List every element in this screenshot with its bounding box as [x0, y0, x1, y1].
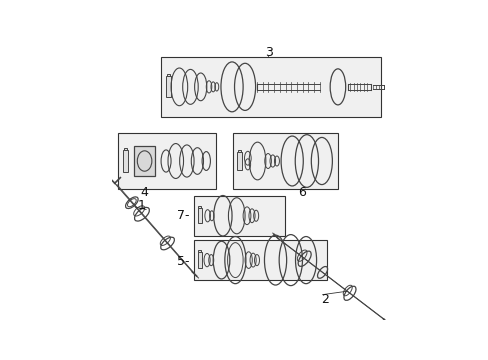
- Bar: [237, 152, 241, 170]
- Bar: [198, 208, 202, 223]
- Bar: [165, 76, 170, 97]
- Bar: [198, 252, 202, 269]
- Text: 3: 3: [264, 46, 272, 59]
- Bar: [238, 150, 241, 152]
- Text: 7-: 7-: [176, 209, 189, 222]
- Bar: [160, 57, 380, 117]
- Text: 1: 1: [137, 199, 145, 212]
- Bar: [134, 147, 155, 176]
- Bar: [123, 148, 127, 150]
- Bar: [122, 150, 127, 172]
- Text: 5-: 5-: [176, 255, 189, 268]
- Text: 2: 2: [321, 293, 329, 306]
- Bar: [117, 133, 216, 189]
- Bar: [198, 206, 201, 208]
- Bar: [232, 133, 337, 189]
- Text: 4: 4: [140, 186, 147, 199]
- Bar: [166, 74, 170, 76]
- Text: 6: 6: [297, 186, 305, 199]
- Bar: [193, 196, 285, 236]
- Bar: [198, 250, 201, 252]
- Bar: [193, 240, 326, 280]
